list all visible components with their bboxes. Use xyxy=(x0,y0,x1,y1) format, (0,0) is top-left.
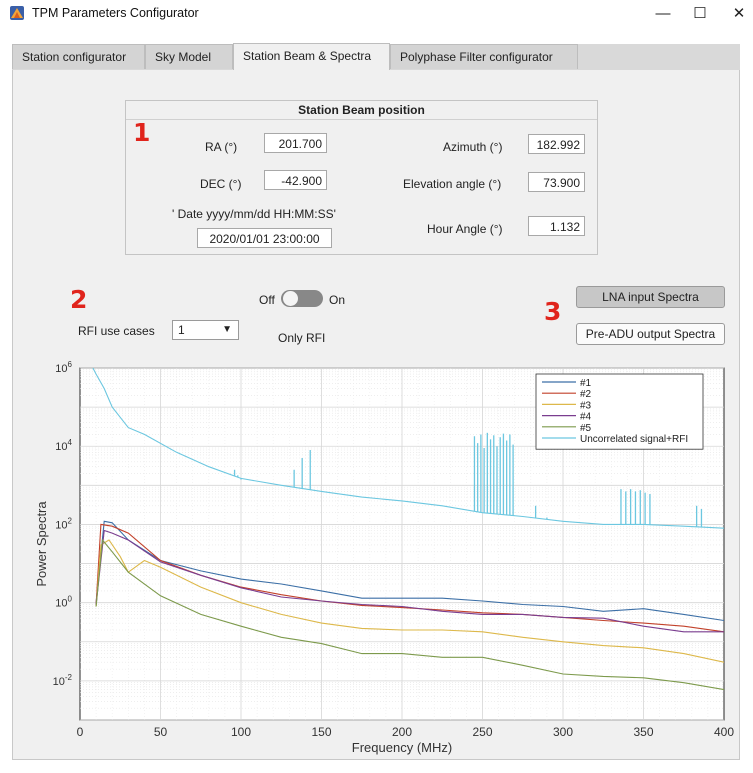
x-tick-label: 250 xyxy=(472,725,492,739)
toggle-knob[interactable] xyxy=(283,291,298,306)
chevron-down-icon: ▼ xyxy=(222,324,232,335)
legend-box xyxy=(535,373,704,450)
toggle-on-label: On xyxy=(329,293,346,307)
x-tick-label: 0 xyxy=(77,725,84,739)
legend-label-1: #1 xyxy=(580,378,592,389)
tab-station-beam-spectra[interactable]: Station Beam & Spectra xyxy=(233,43,390,70)
y-tick-label: 10-2 xyxy=(53,673,73,688)
dec-label: DEC (°) xyxy=(200,177,242,191)
x-tick-label: 300 xyxy=(553,725,573,739)
dec-input[interactable]: -42.900 xyxy=(264,170,327,190)
elevation-value: 73.900 xyxy=(528,172,585,192)
tab-sky-model[interactable]: Sky Model xyxy=(145,44,233,69)
y-tick-label: 100 xyxy=(55,595,72,610)
rfi-use-cases-label: RFI use cases xyxy=(78,324,155,338)
y-tick-label: 106 xyxy=(55,360,72,375)
series-line-3 xyxy=(95,539,724,663)
series-line-4 xyxy=(95,529,724,633)
rfi-select-value: 1 xyxy=(178,323,185,337)
pre-adu-output-spectra-button[interactable]: Pre-ADU output Spectra xyxy=(576,323,725,345)
x-tick-label: 150 xyxy=(311,725,331,739)
date-input[interactable]: 2020/01/01 23:00:00 xyxy=(197,228,332,248)
date-format-label: ' Date yyyy/mm/dd HH:MM:SS' xyxy=(172,207,336,221)
toggle-off-label: Off xyxy=(259,293,275,307)
series-line-2 xyxy=(95,523,724,633)
tab-polyphase-filter[interactable]: Polyphase Filter configurator xyxy=(390,44,578,69)
minimize-button[interactable]: — xyxy=(655,5,671,22)
ra-label: RA (°) xyxy=(205,140,238,154)
matlab-app-icon xyxy=(10,6,24,20)
only-rfi-label: Only RFI xyxy=(278,331,326,345)
x-tick-label: 50 xyxy=(154,725,168,739)
legend-label-4: #4 xyxy=(580,412,592,423)
annotation-3: 3 xyxy=(544,297,562,326)
y-tick-label: 102 xyxy=(55,516,72,531)
x-tick-label: 100 xyxy=(231,725,251,739)
legend-label-3: #3 xyxy=(580,400,592,411)
ra-input[interactable]: 201.700 xyxy=(264,133,327,153)
lna-input-spectra-button[interactable]: LNA input Spectra xyxy=(576,286,725,308)
annotation-2: 2 xyxy=(70,285,88,314)
y-axis-label: Power Spectra xyxy=(34,501,49,587)
window-title: TPM Parameters Configurator xyxy=(32,6,199,20)
station-beam-panel xyxy=(125,100,598,255)
station-beam-title: Station Beam position xyxy=(126,101,597,120)
elevation-label: Elevation angle (°) xyxy=(403,177,502,191)
series-line-5 xyxy=(95,538,724,691)
hour-angle-value: 1.132 xyxy=(528,216,585,236)
azimuth-label: Azimuth (°) xyxy=(443,140,503,154)
annotation-1: 1 xyxy=(133,118,151,147)
rfi-use-case-select[interactable]: 1 ▼ xyxy=(172,320,239,340)
hour-angle-label: Hour Angle (°) xyxy=(427,222,503,236)
maximize-button[interactable]: ☐ xyxy=(693,5,707,22)
y-tick-label: 104 xyxy=(55,438,72,453)
legend-label-5: #5 xyxy=(580,423,592,434)
legend-label-6: Uncorrelated signal+RFI xyxy=(580,434,688,445)
close-button[interactable]: ✕ xyxy=(732,5,746,22)
x-tick-label: 350 xyxy=(633,725,653,739)
azimuth-value: 182.992 xyxy=(528,134,585,154)
x-tick-label: 400 xyxy=(714,725,734,739)
x-tick-label: 200 xyxy=(392,725,412,739)
title-bar xyxy=(0,0,753,28)
x-axis-label: Frequency (MHz) xyxy=(352,740,452,755)
tab-station-configurator[interactable]: Station configurator xyxy=(12,44,145,69)
legend-label-2: #2 xyxy=(580,389,592,400)
series-line-6 xyxy=(92,368,724,529)
